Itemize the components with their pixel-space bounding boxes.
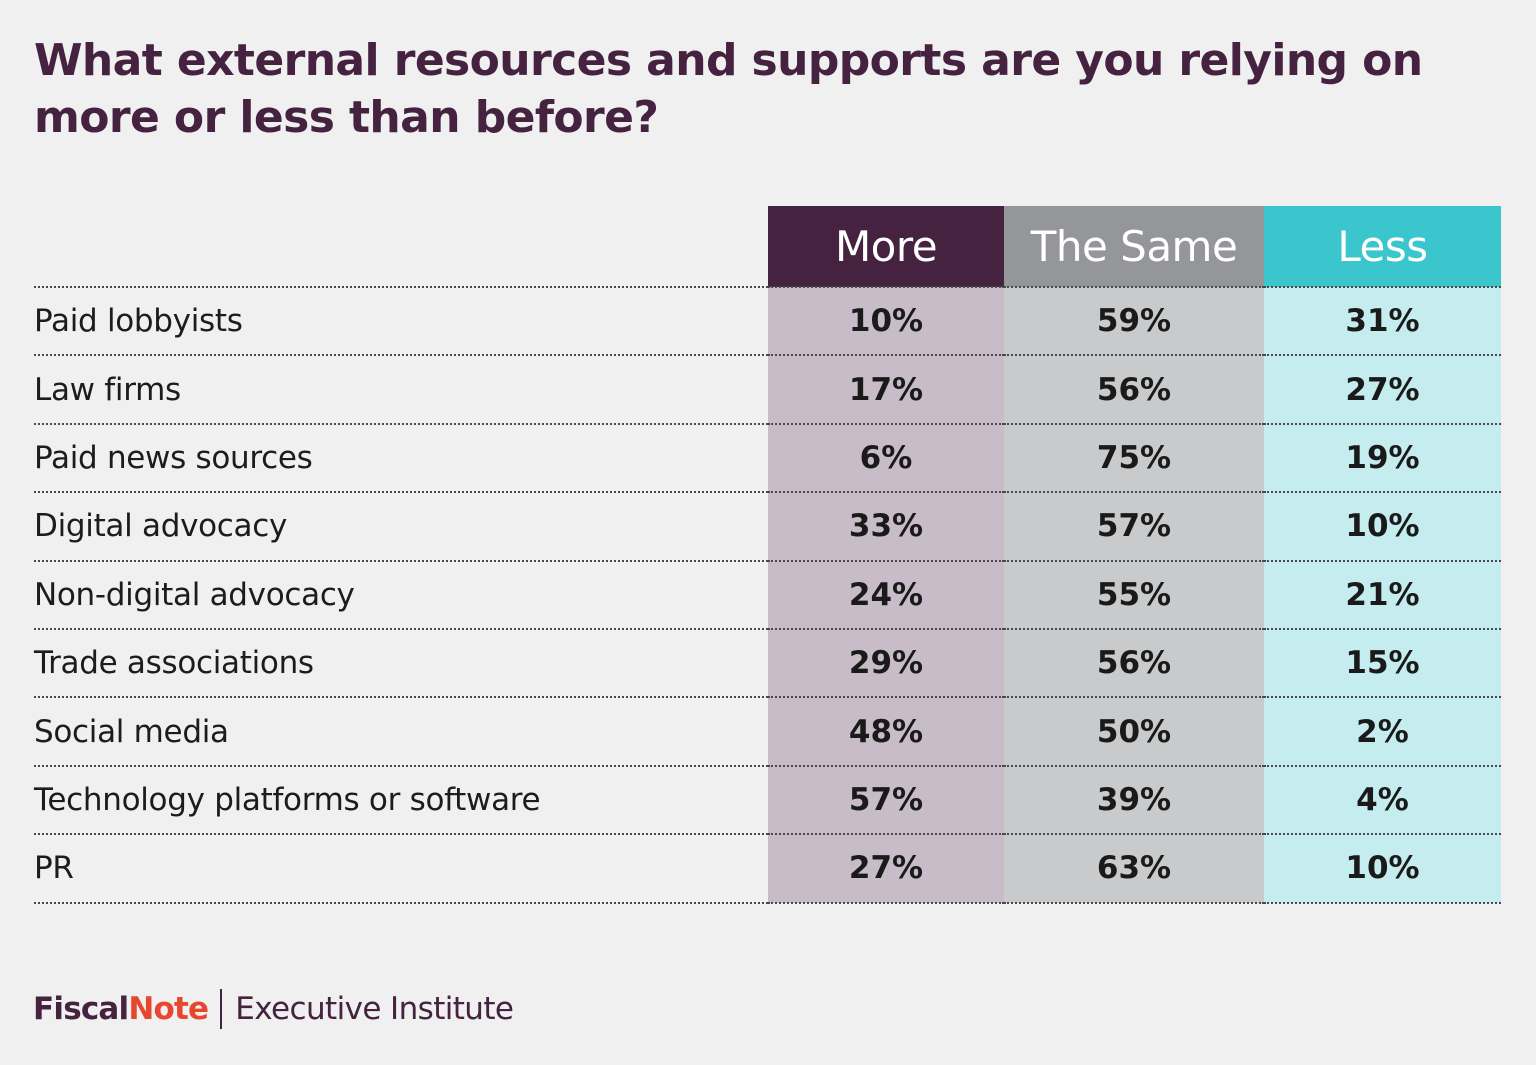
- chart-title: What external resources and supports are…: [34, 35, 1423, 143]
- value-cell-less: 27%: [1264, 355, 1501, 425]
- value-cell-less: 21%: [1264, 560, 1501, 630]
- table-row: Non-digital advocacy 24% 55% 21%: [34, 560, 1501, 630]
- value-cell-more: 27%: [768, 834, 1004, 904]
- value-cell-less: 31%: [1264, 285, 1501, 357]
- results-table-container: More The Same Less Paid lobbyists 10% 59% 3…: [34, 206, 1501, 904]
- row-label: Technology platforms or software: [34, 765, 768, 836]
- value-cell-the-same: 63%: [1004, 834, 1264, 904]
- value-cell-the-same: 59%: [1004, 285, 1264, 357]
- value-cell-the-same: 50%: [1004, 697, 1264, 767]
- value-cell-more: 10%: [768, 285, 1004, 357]
- logo-divider: [220, 989, 223, 1029]
- table-row: Law firms 17% 56% 27%: [34, 355, 1501, 425]
- value-cell-less: 15%: [1264, 628, 1501, 699]
- value-cell-more: 48%: [768, 697, 1004, 767]
- header-the-same: The Same: [1004, 206, 1264, 287]
- table-row: PR 27% 63% 10%: [34, 834, 1501, 904]
- value-cell-less: 10%: [1264, 492, 1501, 562]
- table-row: Technology platforms or software 57% 39% 4%: [34, 765, 1501, 836]
- logo-institute-text: Executive Institute: [235, 991, 514, 1027]
- row-label: Digital advocacy: [34, 492, 768, 562]
- value-cell-more: 6%: [768, 423, 1004, 494]
- value-cell-the-same: 56%: [1004, 628, 1264, 699]
- header-row: More The Same Less: [34, 206, 1501, 287]
- row-label: Law firms: [34, 355, 768, 425]
- table-body: Paid lobbyists 10% 59% 31% Law firms 17% 56% 27…: [34, 285, 1501, 904]
- value-cell-more: 17%: [768, 355, 1004, 425]
- table-row: Social media 48% 50% 2%: [34, 697, 1501, 767]
- logo-fiscal-text: Fiscal: [33, 991, 129, 1027]
- row-label: Non-digital advocacy: [34, 560, 768, 630]
- row-label: Social media: [34, 697, 768, 767]
- row-label: Paid news sources: [34, 423, 768, 494]
- value-cell-the-same: 56%: [1004, 355, 1264, 425]
- value-cell-the-same: 57%: [1004, 492, 1264, 562]
- value-cell-less: 10%: [1264, 834, 1501, 904]
- value-cell-the-same: 75%: [1004, 423, 1264, 494]
- row-label: Trade associations: [34, 628, 768, 699]
- value-cell-more: 57%: [768, 765, 1004, 836]
- value-cell-more: 29%: [768, 628, 1004, 699]
- value-cell-more: 33%: [768, 492, 1004, 562]
- header-more: More: [768, 206, 1004, 287]
- value-cell-the-same: 39%: [1004, 765, 1264, 836]
- table-row: Paid news sources 6% 75% 19%: [34, 423, 1501, 494]
- row-label: PR: [34, 834, 768, 904]
- logo-note-text: Note: [128, 991, 209, 1027]
- table-row: Trade associations 29% 56% 15%: [34, 628, 1501, 699]
- value-cell-more: 24%: [768, 560, 1004, 630]
- table-row: Digital advocacy 33% 57% 10%: [34, 492, 1501, 562]
- header-less: Less: [1264, 206, 1501, 287]
- value-cell-the-same: 55%: [1004, 560, 1264, 630]
- value-cell-less: 4%: [1264, 765, 1501, 836]
- row-label: Paid lobbyists: [34, 285, 768, 357]
- header-blank: [34, 206, 768, 287]
- value-cell-less: 2%: [1264, 697, 1501, 767]
- table-row: Paid lobbyists 10% 59% 31%: [34, 285, 1501, 357]
- results-table: More The Same Less Paid lobbyists 10% 59% 3…: [34, 206, 1501, 904]
- value-cell-less: 19%: [1264, 423, 1501, 494]
- footer-logo: Fiscal Note Executive Institute: [33, 988, 514, 1030]
